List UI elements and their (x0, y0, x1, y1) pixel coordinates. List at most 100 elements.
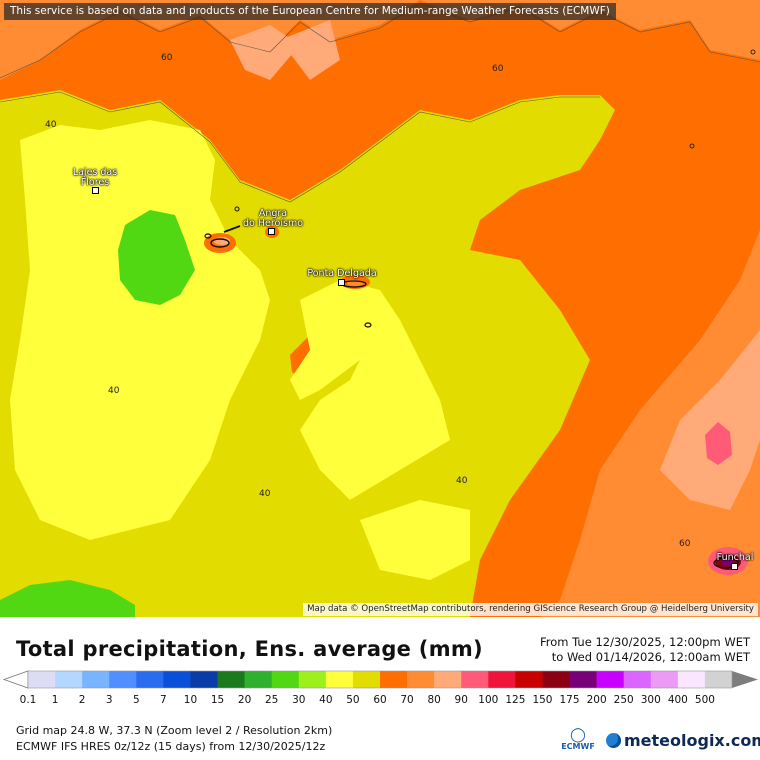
legend-tick-label: 150 (532, 694, 552, 706)
legend-tick-label: 50 (346, 694, 359, 706)
legend-swatch (596, 671, 624, 688)
legend-tick-label: 80 (427, 694, 440, 706)
city-marker-angra[interactable] (268, 228, 275, 235)
ecmwf-logo[interactable]: ◯ ECMWF (560, 728, 596, 751)
legend-tick-label: 500 (695, 694, 715, 706)
coast-terceira (210, 238, 230, 248)
legend-swatch (136, 671, 164, 688)
band-70-right (540, 230, 760, 617)
ecmwf-logo-text: ECMWF (561, 742, 595, 751)
legend-tick-label: 100 (478, 694, 498, 706)
legend-swatch (217, 671, 245, 688)
band-80-right (660, 330, 760, 510)
legend-swatch (623, 671, 652, 688)
legend-swatch (271, 671, 300, 688)
legend-swatch (82, 671, 110, 688)
coast-small-ne (689, 143, 695, 149)
contour-label-60-a: 60 (161, 53, 173, 63)
legend-swatch (650, 671, 679, 688)
legend-tick-label: 300 (641, 694, 661, 706)
city-marker-funchal[interactable] (731, 563, 738, 570)
legend-swatch (515, 671, 543, 688)
legend-swatch (677, 671, 706, 688)
globe-icon (606, 733, 621, 748)
legend-tick-label: 200 (587, 694, 607, 706)
legend-swatch (542, 671, 570, 688)
map-attribution: Map data © OpenStreetMap contributors, r… (303, 603, 758, 616)
legend-swatch (352, 671, 381, 688)
ecmwf-notice-banner: This service is based on data and produc… (4, 3, 616, 20)
contour-label-60-b: 60 (492, 64, 504, 74)
contour-label-40-b: 40 (108, 386, 120, 396)
city-marker-lajes[interactable] (92, 187, 99, 194)
legend-tick-label: 400 (668, 694, 688, 706)
legend-tick-label: 250 (614, 694, 634, 706)
legend-swatch (163, 671, 191, 688)
meteologix-logo-text: meteologix.com (624, 731, 760, 750)
coast-small-ne2 (750, 49, 756, 55)
band-40-west (10, 120, 270, 540)
coast-saojorge (223, 225, 241, 233)
legend-swatch (109, 671, 137, 688)
map-canvas (0, 0, 760, 617)
legend-swatch (704, 671, 733, 688)
precipitation-map[interactable]: This service is based on data and produc… (0, 0, 760, 617)
legend-swatch (244, 671, 272, 688)
band-90-right (705, 422, 732, 465)
legend-tick-label: 5 (133, 694, 140, 706)
legend-tick-label: 20 (238, 694, 251, 706)
coast-faial (204, 233, 212, 239)
legend-tick-label: 7 (160, 694, 167, 706)
contour-40-north (0, 91, 600, 203)
chart-title: Total precipitation, Ens. average (mm) (16, 637, 483, 661)
contour-label-40-c: 40 (259, 489, 271, 499)
ecmwf-mark-icon: ◯ (570, 727, 586, 743)
legend-tick-label: 2 (79, 694, 86, 706)
coast-santamaria (364, 322, 372, 328)
city-marker-ponta-delgada[interactable] (338, 279, 345, 286)
legend-tick-label: 15 (211, 694, 224, 706)
band-40-south (360, 500, 470, 580)
legend-tick-label: 30 (292, 694, 305, 706)
legend-tick-label: 125 (505, 694, 525, 706)
legend-swatch (407, 671, 435, 688)
legend-svg: 0.1 1 2 3 5 7 10 15 20 25 30 40 50 60 70 80 90 100 125 150 1… (2, 670, 758, 706)
city-label-ponta-delgada: Ponta Delgada (307, 268, 377, 279)
band-80-top-b (280, 20, 340, 80)
period-to: to Wed 01/14/2026, 12:00am WET (551, 650, 750, 664)
legend-swatch (28, 671, 56, 688)
legend-swatch (380, 671, 408, 688)
city-label-angra: Angra do Heroísmo (242, 208, 304, 229)
legend-outline (27, 670, 733, 689)
band-70-top (0, 0, 760, 80)
legend-tick-label: 90 (455, 694, 468, 706)
legend-arrow-low (2, 670, 29, 689)
grid-info: Grid map 24.8 W, 37.3 N (Zoom level 2 / … (16, 724, 333, 737)
period-from: From Tue 12/30/2025, 12:00pm WET (540, 635, 750, 649)
coast-graciosa (234, 206, 240, 212)
band-25-west (118, 210, 195, 305)
legend-swatch (434, 671, 462, 688)
legend-swatch (569, 671, 597, 688)
legend-tick-label: 60 (373, 694, 386, 706)
legend-tick-label: 40 (319, 694, 332, 706)
legend-swatch (461, 671, 489, 688)
forecast-period: From Tue 12/30/2025, 12:00pm WET to Wed … (540, 635, 750, 665)
band-40-center (290, 280, 450, 500)
contour-label-40-d: 40 (456, 476, 468, 486)
band-25-sw (0, 580, 135, 617)
legend-tick-label: 3 (106, 694, 113, 706)
legend-tick-label: 10 (184, 694, 197, 706)
legend-tick-label: 70 (400, 694, 413, 706)
contour-label-40-a: 40 (45, 120, 57, 130)
meteologix-logo[interactable]: meteologix.com (606, 731, 760, 750)
legend-swatch (190, 671, 218, 688)
legend-swatch (325, 671, 354, 688)
legend-tick-label: 0.1 (20, 694, 37, 706)
legend-arrow-high (732, 671, 758, 688)
contour-label-60-c: 60 (679, 539, 691, 549)
legend-tick-label: 25 (265, 694, 278, 706)
legend-swatch (488, 671, 516, 688)
model-info: ECMWF IFS HRES 0z/12z (15 days) from 12/… (16, 740, 326, 753)
city-label-funchal: Funchal (716, 552, 754, 563)
